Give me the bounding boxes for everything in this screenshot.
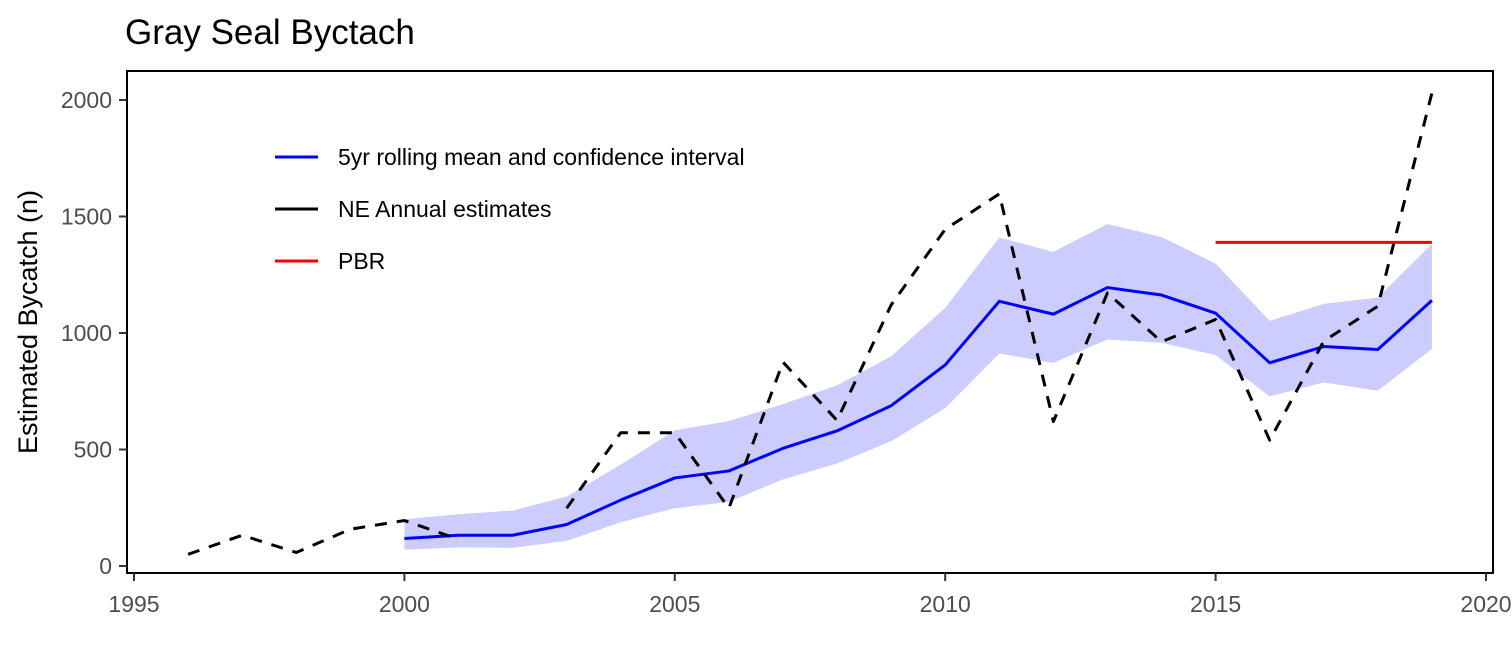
y-tick-label-500: 500 <box>74 437 112 463</box>
y-tick-label-1000: 1000 <box>61 320 112 346</box>
plot-panel-border <box>126 70 1494 574</box>
x-tick-label-2000: 2000 <box>379 591 430 617</box>
x-tick-label-2005: 2005 <box>649 591 700 617</box>
x-tick-label-1995: 1995 <box>108 591 159 617</box>
y-axis-title: Estimated Bycatch (n) <box>13 190 43 454</box>
ne-annual-estimates-line-1 <box>187 519 459 556</box>
y-tick-label-1500: 1500 <box>61 204 112 230</box>
ne-annual-estimates-line-2 <box>565 92 1434 510</box>
legend-label-pbr: PBR <box>338 248 385 274</box>
series-line-layer <box>187 92 1434 556</box>
y-tick-label-0: 0 <box>99 553 112 579</box>
5yr-rolling-mean-and-confidence-interval-line <box>404 286 1433 541</box>
y-axis: 0 500 1000 1500 2000 <box>61 87 127 579</box>
legend: 5yr rolling mean and confidence interval… <box>275 144 745 274</box>
x-tick-label-2015: 2015 <box>1190 591 1241 617</box>
x-tick-label-2010: 2010 <box>920 591 971 617</box>
x-axis: 1995 2000 2005 2010 2015 2020 <box>108 573 1512 617</box>
legend-label-ne-annual-estimates: NE Annual estimates <box>338 196 552 222</box>
x-tick-label-2020: 2020 <box>1460 591 1511 617</box>
y-tick-label-2000: 2000 <box>61 87 112 113</box>
chart-title: Gray Seal Byctach <box>125 13 415 52</box>
legend-label-5yr-rolling-mean-and-confidence-interval: 5yr rolling mean and confidence interval <box>338 144 745 170</box>
